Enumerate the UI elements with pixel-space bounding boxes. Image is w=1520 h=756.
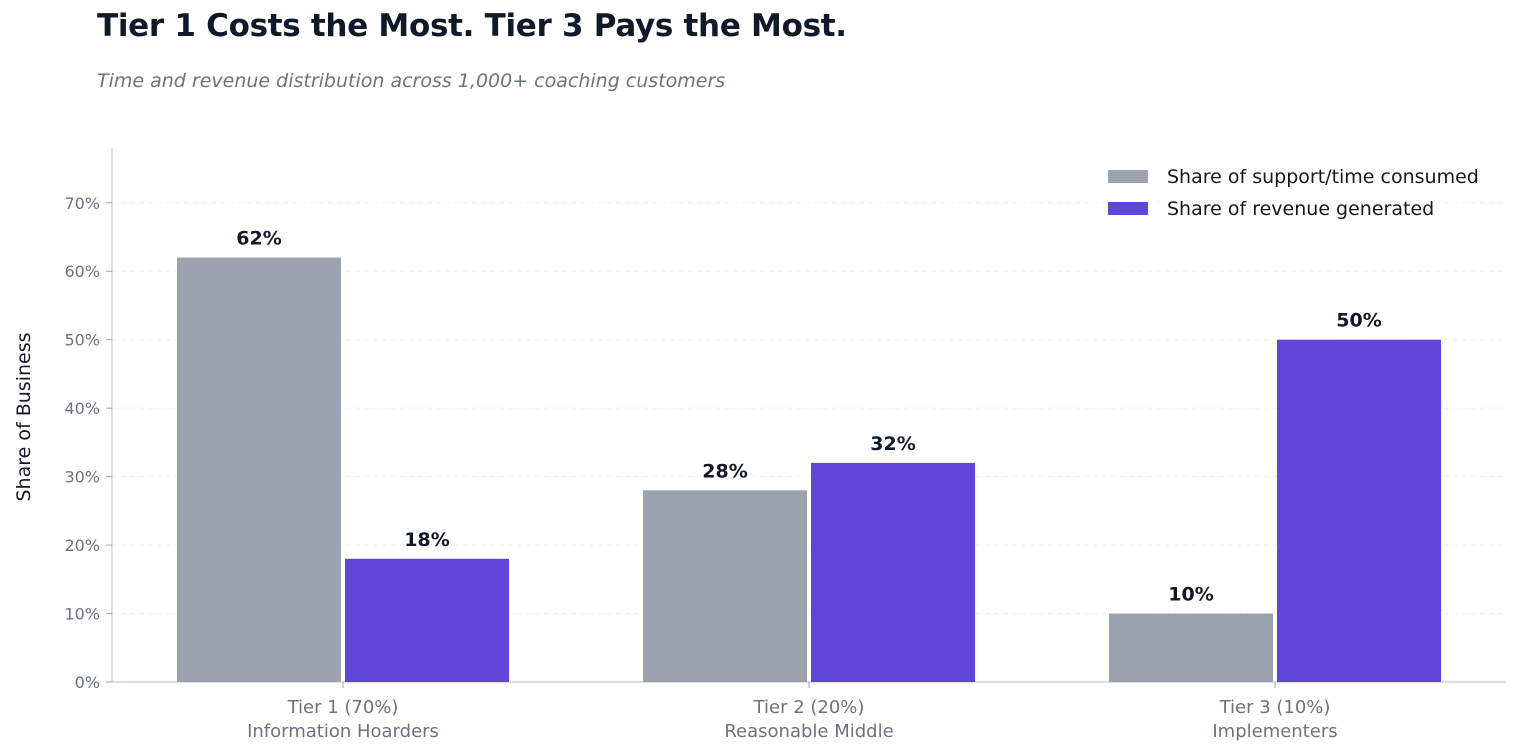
bar bbox=[345, 558, 509, 682]
x-tick-label: Reasonable Middle bbox=[724, 721, 893, 742]
bar bbox=[811, 462, 975, 682]
bar-value-label: 18% bbox=[404, 529, 449, 551]
y-tick-label: 30% bbox=[64, 468, 100, 487]
y-tick-label: 70% bbox=[64, 194, 100, 213]
bar bbox=[643, 490, 807, 682]
y-tick-label: 20% bbox=[64, 536, 100, 555]
x-tick-label: Implementers bbox=[1212, 721, 1337, 742]
bar-value-label: 32% bbox=[870, 433, 915, 455]
y-tick-label: 10% bbox=[64, 605, 100, 624]
bar-value-label: 50% bbox=[1336, 310, 1381, 332]
chart-title: Tier 1 Costs the Most. Tier 3 Pays the M… bbox=[97, 8, 847, 44]
bar-value-label: 10% bbox=[1168, 584, 1213, 606]
y-tick-label: 0% bbox=[75, 673, 100, 692]
legend-label: Share of revenue generated bbox=[1167, 198, 1434, 220]
chart-subtitle: Time and revenue distribution across 1,0… bbox=[97, 70, 726, 92]
x-tick-label: Tier 2 (20%) bbox=[753, 697, 865, 718]
y-tick-label: 40% bbox=[64, 399, 100, 418]
y-tick-label: 50% bbox=[64, 331, 100, 350]
y-tick-label: 60% bbox=[64, 262, 100, 281]
x-tick-label: Tier 1 (70%) bbox=[287, 697, 399, 718]
bar bbox=[177, 257, 341, 682]
x-tick-label: Tier 3 (10%) bbox=[1219, 697, 1331, 718]
bar bbox=[1277, 339, 1441, 682]
y-axis-label: Share of Business bbox=[13, 332, 35, 501]
legend-label: Share of support/time consumed bbox=[1167, 166, 1479, 188]
bar-value-label: 62% bbox=[236, 228, 281, 250]
bar-value-label: 28% bbox=[702, 460, 747, 482]
bar bbox=[1109, 613, 1273, 682]
legend-swatch bbox=[1108, 170, 1148, 183]
x-tick-label: Information Hoarders bbox=[247, 721, 439, 742]
legend-swatch bbox=[1108, 202, 1148, 215]
